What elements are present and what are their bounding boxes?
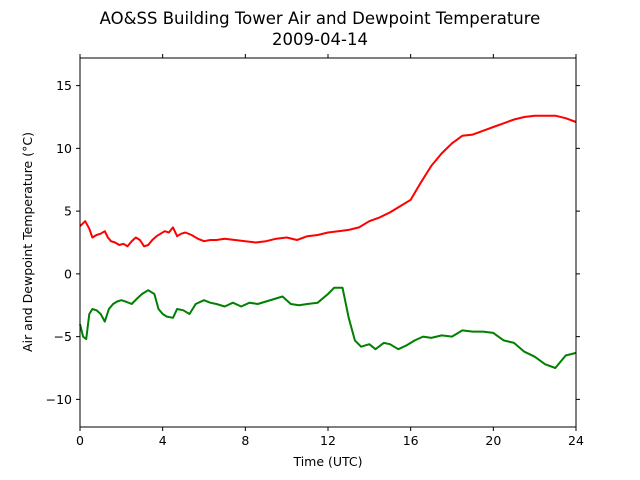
chart-title: AO&SS Building Tower Air and Dewpoint Te… [100, 9, 541, 28]
chart-subtitle: 2009-04-14 [272, 30, 368, 49]
series-line-1 [79, 114, 577, 248]
y-tick-label: −5 [54, 329, 72, 344]
x-tick-label: 0 [76, 433, 84, 448]
plot-frame [79, 57, 577, 428]
y-tick-label: 5 [64, 204, 72, 219]
x-tick-label: 8 [241, 433, 249, 448]
y-tick-label: 10 [56, 141, 72, 156]
x-tick-label: 4 [159, 433, 167, 448]
y-axis-label: Air and Dewpoint Temperature (°C) [20, 132, 35, 352]
y-tick-label: −10 [46, 392, 72, 407]
x-tick-label: 16 [403, 433, 419, 448]
series-layer [79, 114, 577, 369]
y-tick-label: 15 [56, 78, 72, 93]
x-tick-label: 12 [320, 433, 336, 448]
x-tick-label: 24 [568, 433, 584, 448]
series-line-2 [79, 286, 577, 369]
ticks-layer: 0 4 8 12 16 20 24 −10 −5 0 5 10 15 [46, 54, 584, 448]
y-tick-label: 0 [64, 266, 72, 281]
x-tick-label: 20 [485, 433, 501, 448]
x-axis-label: Time (UTC) [292, 454, 362, 469]
